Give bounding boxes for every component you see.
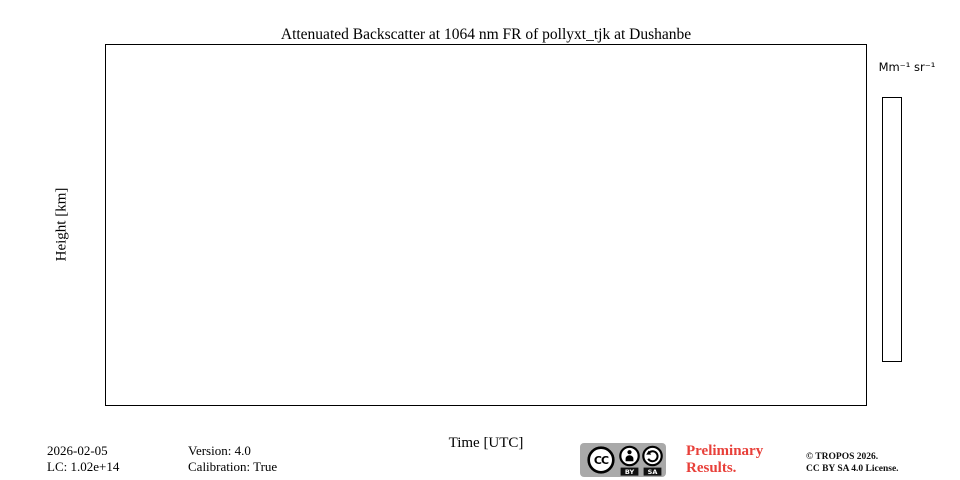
copyright-note: © TROPOS 2026. CC BY SA 4.0 License. [806, 452, 899, 475]
lidar-constant: LC: 1.02e+14 [47, 458, 120, 474]
y-axis-label: Height [km] [53, 187, 70, 262]
copyright-line-2: CC BY SA 4.0 License. [806, 463, 899, 474]
preliminary-line-2: Results. [686, 459, 737, 476]
backscatter-heatmap [106, 45, 866, 405]
sa-arrow-icon [642, 445, 663, 467]
footer-date-block: 2026-02-05 LC: 1.02e+14 [47, 443, 119, 474]
sa-label-bar [643, 467, 662, 476]
footer-version-block: Version: 4.0 Calibration: True [188, 443, 277, 474]
by-label-bar [620, 467, 639, 476]
by-person-icon [619, 445, 640, 467]
cc-by-sa-badge: CC BY SA [580, 443, 666, 477]
preliminary-line-1: Preliminary [686, 443, 764, 459]
colorbar [882, 97, 902, 362]
cc-icon: CC [587, 446, 615, 474]
version-text: Version: 4.0 [188, 443, 251, 458]
copyright-line-1: © TROPOS 2026. [806, 452, 879, 462]
svg-text:CC: CC [594, 454, 609, 467]
colorbar-unit-label: Mm⁻¹ sr⁻¹ [878, 60, 936, 74]
x-axis-label: Time [UTC] [448, 435, 524, 451]
preliminary-results-note: Preliminary Results. [686, 443, 763, 476]
measurement-date: 2026-02-05 [47, 443, 108, 458]
plot-title: Attenuated Backscatter at 1064 nm FR of … [280, 26, 692, 43]
svg-text:SA: SA [648, 468, 658, 476]
calibration-text: Calibration: True [188, 458, 278, 474]
svg-text:BY: BY [625, 468, 635, 476]
